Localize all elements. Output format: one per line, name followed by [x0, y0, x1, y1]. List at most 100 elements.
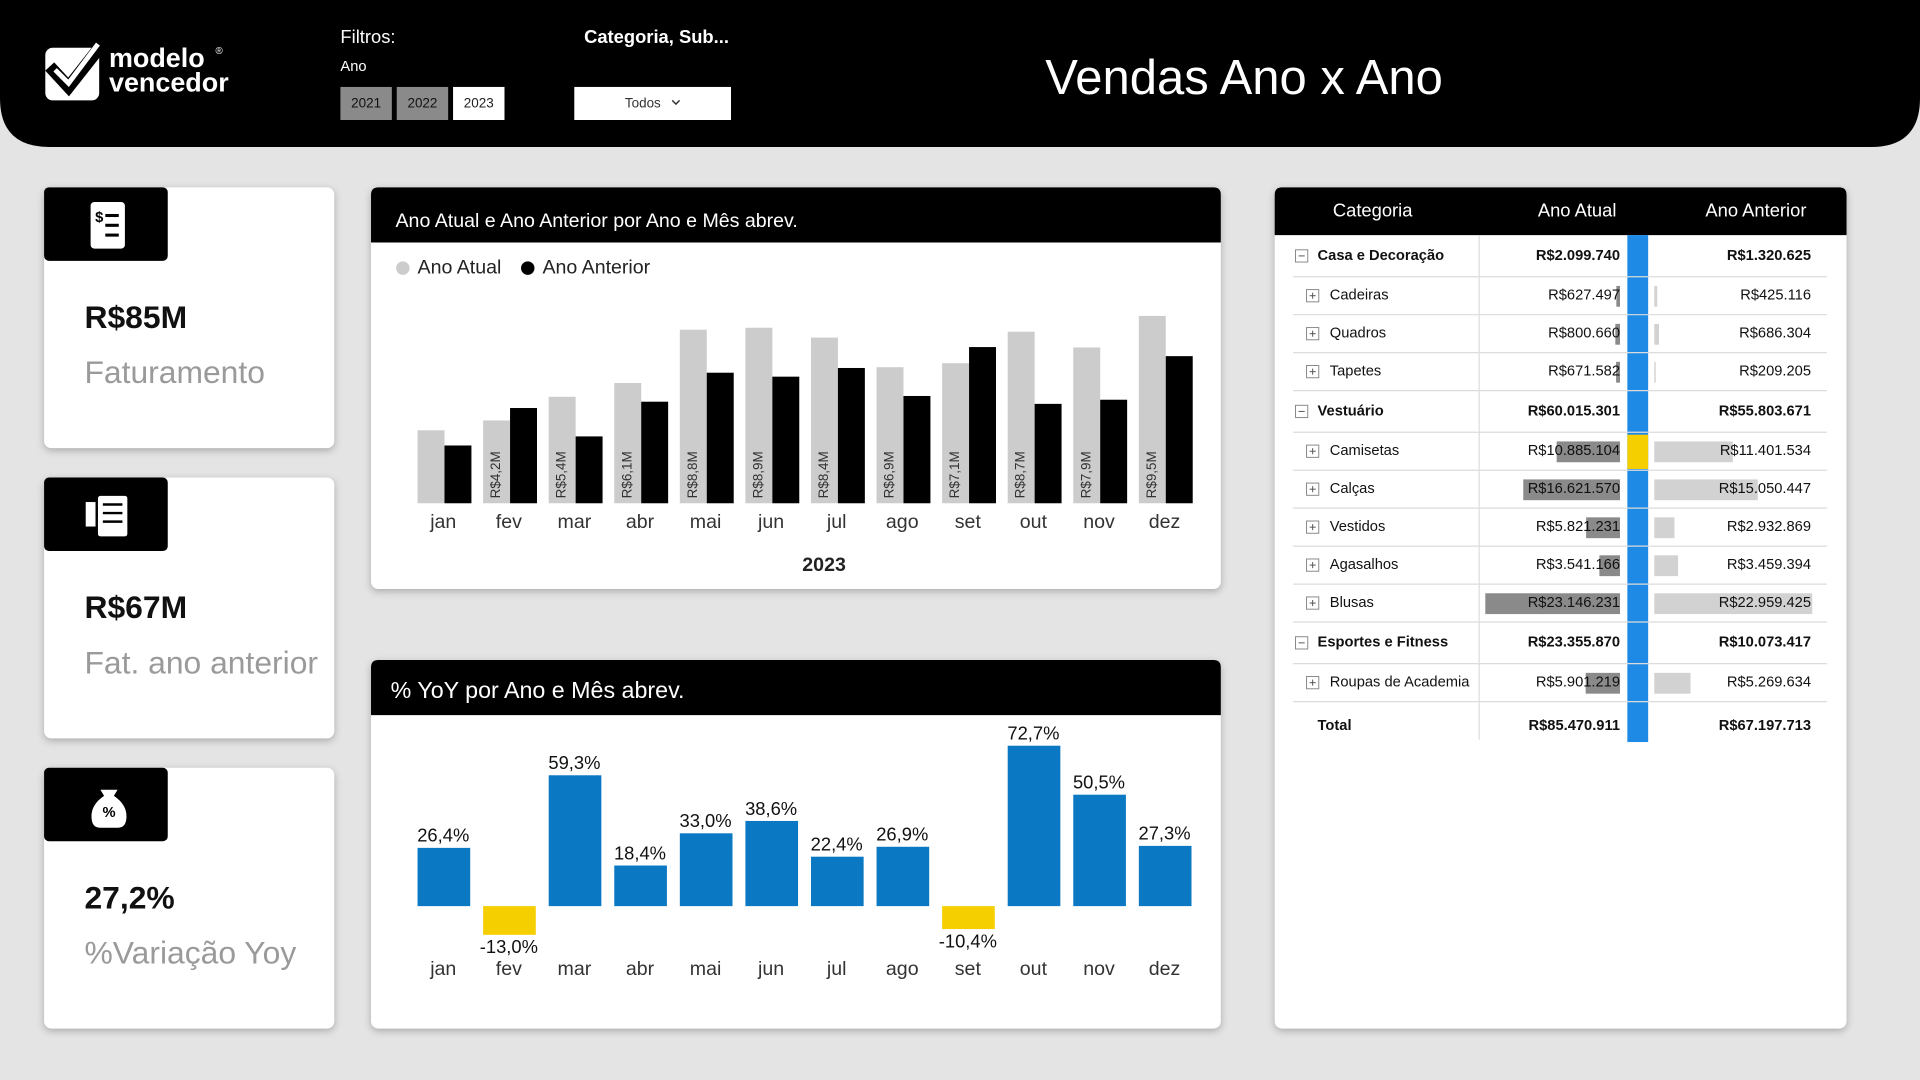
kpi-card: $ R$85M Faturamento — [44, 187, 335, 449]
data-label: 26,9% — [876, 824, 928, 845]
row-label: Vestuário — [1318, 403, 1384, 419]
row-label: Calças — [1330, 481, 1375, 497]
data-bar — [1616, 361, 1620, 383]
data-bar — [1654, 593, 1813, 615]
dropdown-chevron[interactable] — [671, 99, 681, 106]
bar — [510, 408, 537, 504]
bar — [679, 833, 733, 907]
bar — [876, 846, 930, 907]
bar — [745, 820, 799, 907]
x-tick-label: abr — [626, 511, 655, 533]
cell-value: R$23.146.231 — [1528, 595, 1620, 611]
row-label: Esportes e Fitness — [1318, 635, 1449, 651]
category-filter-label: Categoria, Sub... — [584, 26, 729, 47]
dropdown-value[interactable]: Todos — [625, 96, 661, 111]
data-label: 72,7% — [1007, 723, 1059, 744]
bar — [548, 775, 602, 907]
highlight — [1627, 434, 1649, 469]
bar — [1007, 745, 1061, 907]
icon — [85, 502, 96, 527]
cell-value: R$10.073.417 — [1719, 635, 1811, 651]
chart-title: Ano Atual e Ano Anterior por Ano e Mês a… — [396, 210, 798, 232]
bar — [614, 382, 642, 504]
year-button-label[interactable]: 2023 — [464, 96, 494, 111]
x-tick-label: out — [1020, 511, 1048, 533]
cell-value: R$671.582 — [1548, 364, 1620, 380]
data-label: 50,5% — [1073, 772, 1125, 793]
row-label: Casa e Decoração — [1318, 248, 1445, 264]
bar — [1138, 315, 1166, 504]
row-label: Cadeiras — [1330, 288, 1389, 304]
x-tick-label: jan — [429, 511, 456, 533]
data-bar — [1654, 441, 1733, 463]
cell-value: R$15.050.447 — [1719, 481, 1811, 497]
data-label: 18,4% — [614, 842, 666, 863]
matrix-table: Categoria Ano Atual Ano Anterior Casa e … — [1274, 187, 1847, 1029]
data-bar — [1585, 672, 1620, 694]
card-header — [371, 187, 1221, 243]
data-label: R$4,2M — [488, 451, 503, 498]
data-bar — [1616, 285, 1620, 307]
x-tick-label: jan — [429, 958, 456, 980]
icon: % — [102, 805, 115, 821]
icon — [97, 495, 128, 537]
x-tick-label: nov — [1083, 958, 1115, 980]
kpi-label: %Variação Yoy — [84, 935, 296, 971]
data-label: R$8,7M — [1013, 451, 1028, 498]
cell-value: R$686.304 — [1739, 326, 1811, 342]
cell-value: R$55.803.671 — [1719, 403, 1811, 419]
x-tick-label: dez — [1149, 958, 1181, 980]
cell-value: R$16.621.570 — [1528, 481, 1620, 497]
brand-mark: ® — [216, 46, 224, 57]
data-label: 59,3% — [548, 752, 600, 773]
x-tick-label: ago — [886, 958, 919, 980]
data-label: R$7,1M — [947, 451, 962, 498]
bar — [745, 327, 773, 504]
data-label: 27,3% — [1139, 823, 1191, 844]
cell-value: R$5.269.634 — [1727, 675, 1811, 691]
legend-marker — [521, 261, 535, 275]
bar — [417, 430, 445, 504]
bar — [483, 420, 511, 504]
kpi-card: % 27,2% %Variação Yoy — [44, 767, 335, 1029]
data-bar — [1615, 323, 1620, 345]
cell-value: R$2.099.740 — [1536, 248, 1620, 264]
data-bar — [1485, 593, 1620, 615]
cell-value: R$1.320.625 — [1727, 248, 1811, 264]
x-tick-label: ago — [886, 511, 919, 533]
bar — [1034, 403, 1062, 504]
bar — [575, 436, 603, 504]
data-label: -13,0% — [480, 936, 538, 957]
bar — [810, 337, 838, 504]
dropdown-box[interactable] — [574, 86, 732, 120]
chart-title: % YoY por Ano e Mês abrev. — [391, 677, 685, 703]
chart-card: % YoY por Ano e Mês abrev. 26,4% jan -13,0… — [371, 660, 1221, 1029]
x-tick-label: set — [955, 958, 982, 980]
year-button[interactable] — [453, 86, 505, 120]
card-header — [371, 660, 1221, 716]
icon: $ — [95, 210, 103, 226]
category-dropdown[interactable]: Todos — [574, 86, 732, 120]
bar — [942, 906, 995, 930]
x-tick-label: mai — [690, 958, 722, 980]
data-bar — [1556, 441, 1620, 463]
data-bar — [1586, 517, 1620, 539]
year-button[interactable] — [340, 86, 392, 120]
data-bar — [1654, 479, 1758, 501]
data-bar — [1654, 361, 1656, 383]
logo: modelo ® vencedor — [45, 37, 229, 101]
cell-value: R$3.541.166 — [1536, 557, 1620, 573]
year-button[interactable] — [396, 86, 449, 120]
cell-value: R$10.885.104 — [1528, 443, 1620, 459]
bar — [810, 856, 864, 907]
row-label: Agasalhos — [1330, 557, 1399, 573]
year-button-label[interactable]: 2022 — [407, 96, 437, 111]
x-tick-label: jun — [757, 511, 784, 533]
kpi-card: R$67M Fat. ano anterior — [44, 477, 335, 739]
cell-value: R$23.355.870 — [1528, 635, 1620, 651]
data-label: R$8,9M — [750, 451, 765, 498]
data-label: R$6,9M — [882, 451, 897, 498]
year-button-label[interactable]: 2021 — [351, 96, 381, 111]
header-bar — [0, 0, 1920, 147]
